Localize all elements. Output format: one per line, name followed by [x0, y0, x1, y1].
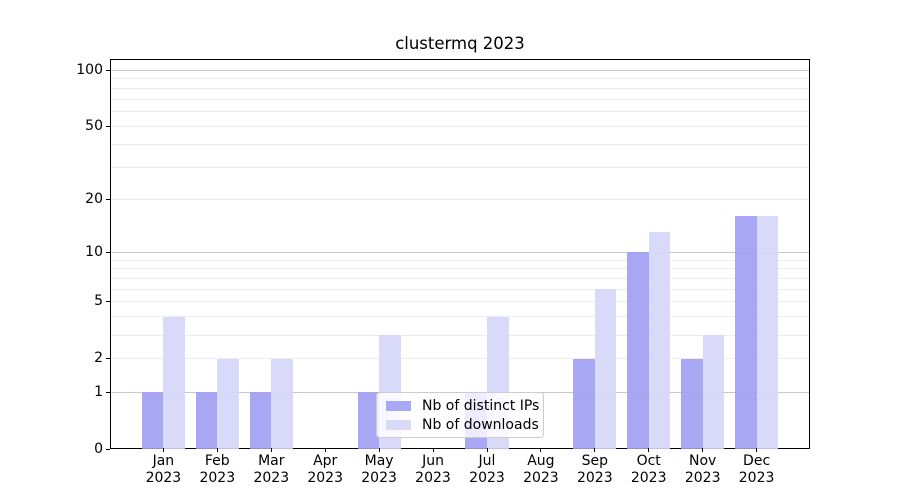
minor-gridline-9 [111, 259, 809, 261]
minor-gridline-7 [111, 277, 809, 279]
x-tick-mark-aug [540, 448, 542, 452]
x-tick-mark-nov [702, 448, 704, 452]
y-tick-label-50: 50 [85, 117, 103, 134]
x-tick-label-jan: Jan 2023 [145, 453, 182, 486]
x-tick-mark-jun [432, 448, 434, 452]
legend-row-downloads: Nb of downloads [386, 417, 539, 433]
minor-gridline-30 [111, 166, 809, 168]
x-tick-label-jun: Jun 2023 [415, 453, 451, 486]
minor-gridline-70 [111, 98, 809, 100]
minor-gridline-3 [111, 334, 809, 336]
x-tick-mark-apr [324, 448, 326, 452]
legend-label-distinct-ips: Nb of distinct IPs [422, 397, 540, 414]
x-tick-label-feb: Feb 2023 [199, 453, 236, 486]
x-tick-label-jul: Jul 2023 [469, 453, 505, 486]
x-tick-mark-jul [486, 448, 488, 452]
x-tick-mark-oct [648, 448, 650, 452]
minor-gridline-4 [111, 316, 809, 318]
bar-jan-downloads [163, 316, 185, 449]
x-tick-label-apr: Apr 2023 [307, 453, 343, 486]
bar-feb-distinct-ips [195, 392, 218, 449]
x-tick-mark-jan [162, 448, 164, 452]
y-tick-label-5: 5 [94, 293, 103, 310]
x-tick-mark-sep [594, 448, 596, 452]
minor-gridline-60 [111, 111, 809, 113]
y-tick-mark-2 [106, 358, 110, 360]
minor-gridline-40 [111, 143, 809, 145]
minor-gridline-6 [111, 288, 809, 290]
x-tick-mark-dec [756, 448, 758, 452]
x-tick-label-may: May 2023 [361, 453, 397, 486]
x-tick-label-nov: Nov 2023 [684, 453, 721, 486]
y-tick-mark-10 [106, 251, 110, 253]
y-tick-mark-1 [106, 391, 110, 393]
bar-dec-distinct-ips [735, 216, 757, 449]
y-tick-mark-100 [106, 69, 110, 71]
x-tick-label-aug: Aug 2023 [523, 453, 559, 486]
y-tick-label-0: 0 [94, 440, 103, 457]
x-tick-label-dec: Dec 2023 [738, 453, 775, 486]
bar-sep-downloads [594, 289, 617, 449]
bar-nov-distinct-ips [681, 358, 703, 449]
bar-jan-distinct-ips [141, 392, 164, 449]
bar-may-distinct-ips [357, 392, 380, 449]
major-gridline-100 [111, 69, 809, 71]
x-tick-label-mar: Mar 2023 [253, 453, 290, 486]
y-tick-mark-50 [106, 125, 110, 127]
y-tick-label-20: 20 [85, 190, 103, 207]
minor-gridline-20 [111, 198, 809, 200]
legend: Nb of distinct IPs Nb of downloads [376, 392, 544, 438]
y-tick-label-2: 2 [94, 350, 103, 367]
chart-title: clustermq 2023 [395, 34, 525, 53]
y-tick-mark-20 [106, 198, 110, 200]
plot-area: Nb of distinct IPs Nb of downloads [110, 59, 810, 449]
minor-gridline-2 [111, 358, 809, 360]
x-tick-mark-feb [216, 448, 218, 452]
minor-gridline-90 [111, 78, 809, 80]
y-tick-mark-0 [106, 448, 110, 450]
y-tick-label-1: 1 [94, 383, 103, 400]
minor-gridline-5 [111, 301, 809, 303]
legend-swatch-distinct-ips [386, 400, 411, 411]
minor-gridline-80 [111, 87, 809, 89]
bar-mar-distinct-ips [249, 392, 272, 449]
minor-gridline-50 [111, 125, 809, 127]
x-tick-label-sep: Sep 2023 [576, 453, 613, 486]
legend-swatch-downloads [386, 419, 411, 430]
bar-feb-downloads [217, 358, 239, 449]
x-tick-label-oct: Oct 2023 [630, 453, 667, 486]
x-tick-mark-mar [270, 448, 272, 452]
bar-nov-downloads [702, 335, 725, 449]
y-tick-label-100: 100 [76, 61, 103, 78]
x-tick-mark-may [378, 448, 380, 452]
bar-oct-distinct-ips [627, 252, 649, 449]
bar-sep-distinct-ips [573, 358, 595, 449]
y-tick-label-10: 10 [85, 243, 103, 260]
legend-label-downloads: Nb of downloads [422, 416, 539, 433]
bar-dec-downloads [756, 216, 779, 449]
legend-row-distinct-ips: Nb of distinct IPs [386, 398, 539, 414]
bar-oct-downloads [648, 232, 671, 449]
minor-gridline-8 [111, 268, 809, 270]
bar-mar-downloads [271, 358, 293, 449]
major-gridline-10 [111, 251, 809, 253]
y-tick-mark-5 [106, 301, 110, 303]
